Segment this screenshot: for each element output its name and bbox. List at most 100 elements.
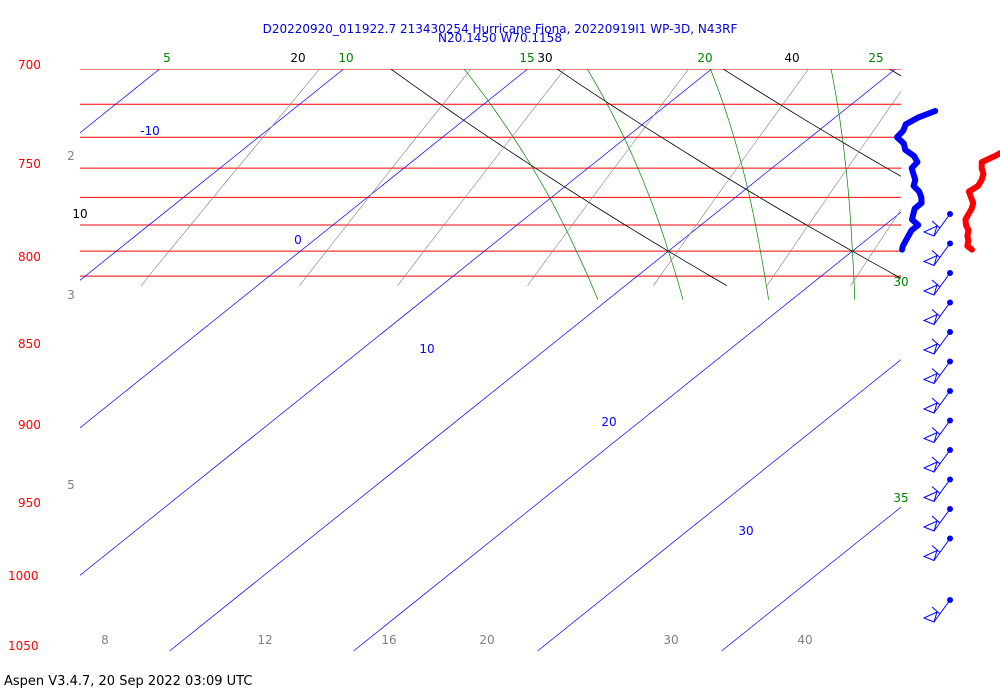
wind-barb (922, 388, 953, 414)
mixing-ratio-line (527, 69, 690, 286)
wind-barb-staff (933, 599, 951, 623)
bottom-temp-label-8: 8 (101, 633, 109, 647)
isotherm-label-30: 30 (738, 524, 753, 538)
pressure-label-900: 900 (18, 418, 41, 432)
chart-background-lines (80, 0, 1000, 651)
pressure-label-800: 800 (18, 250, 41, 264)
bottom-temp-label-40: 40 (797, 633, 812, 647)
pressure-label-1050: 1050 (8, 639, 39, 653)
wind-barb-feather (931, 486, 941, 494)
pressure-label-950: 950 (18, 496, 41, 510)
wind-barb-staff (933, 479, 951, 502)
moist-adiabat-label-35: 35 (893, 491, 908, 505)
wind-barb-pennant (922, 520, 938, 532)
isotherm-label-20: 20 (601, 415, 616, 429)
wind-barb (922, 597, 953, 623)
software-version-footer: Aspen V3.4.7, 20 Sep 2022 03:09 UTC (4, 674, 253, 689)
wind-barb (922, 270, 953, 296)
wind-barb-pennant (922, 611, 938, 623)
isotherm-line (80, 69, 528, 429)
bottom-temp-label-20: 20 (479, 633, 494, 647)
pressure-label-1000: 1000 (8, 569, 39, 583)
isotherm-label-10: 10 (419, 342, 434, 356)
moist-adiabat-label-15: 15 (519, 51, 534, 65)
isotherm-line (169, 69, 896, 651)
wind-barb-staff (933, 390, 951, 414)
wind-barb-pennant (922, 284, 938, 296)
isotherm-line (906, 69, 1000, 651)
wind-barb-feather (931, 397, 941, 406)
wind-barb-pennant (922, 372, 938, 385)
wind-barb-pennant (922, 402, 938, 414)
wind-barb-pennant (922, 343, 938, 355)
wind-barbs (922, 211, 953, 623)
wind-barb-pennant (922, 254, 938, 267)
wind-barb-staff (933, 420, 951, 443)
chart-labels: D20220920_011922.7 213430254 Hurricane F… (8, 22, 909, 653)
dewpoint-profile-line (894, 108, 939, 253)
moist-adiabat-label-30: 30 (893, 275, 908, 289)
mixing-ratio-line (397, 69, 566, 286)
wind-barb (922, 447, 953, 473)
pressure-label-700: 700 (18, 58, 41, 72)
wind-barb-feather (931, 279, 941, 288)
wind-barb-feather (931, 250, 941, 258)
wind-barb-feather (931, 338, 941, 347)
moist-adiabat-line (830, 69, 856, 300)
chart-title-line1: D20220920_011922.7 213430254 Hurricane F… (263, 22, 738, 36)
wind-barb-pennant (922, 225, 938, 237)
bottom-temp-label-16: 16 (381, 633, 396, 647)
dry-adiabat-label-10: 10 (72, 207, 87, 221)
wind-barb-feather (931, 427, 941, 435)
isotherm-line (80, 69, 712, 576)
mixing-ratio-line (140, 69, 321, 286)
mixing-ratio-line (766, 90, 901, 286)
moist-adiabat-label-25: 25 (868, 51, 883, 65)
mixing-ratio-line (299, 69, 472, 286)
wind-barb-feather (931, 220, 941, 229)
moist-adiabat-line (463, 69, 599, 300)
wind-barb-staff (933, 213, 951, 237)
wind-barb (922, 299, 953, 326)
moist-adiabat-label-5: 5 (163, 51, 171, 65)
mixing-ratio-line (850, 209, 901, 286)
moist-adiabat-line (942, 0, 949, 300)
isotherm-label-0: 0 (294, 233, 302, 247)
mixing-ratio-label-2: 2 (67, 149, 75, 163)
wind-barb-feather (931, 456, 941, 465)
bottom-temp-label-30: 30 (663, 633, 678, 647)
dry-adiabat-label-40: 40 (784, 51, 799, 65)
wind-barb (922, 476, 953, 503)
chart-title-line2: N20.1450 W70.1158 (438, 31, 562, 45)
wind-barb (922, 417, 953, 444)
moist-adiabat-label-10: 10 (338, 51, 353, 65)
wind-barb-staff (933, 449, 951, 473)
wind-barb-staff (933, 508, 951, 532)
wind-barb-feather (931, 368, 941, 376)
dry-adiabat-label-20: 20 (290, 51, 305, 65)
wind-barb-staff (933, 243, 951, 266)
wind-barb-pennant (922, 549, 938, 562)
pressure-label-850: 850 (18, 337, 41, 351)
wind-barb (922, 329, 953, 355)
wind-barb-staff (933, 361, 951, 384)
wind-barb-feather (931, 309, 941, 317)
isotherm-label-m10: -10 (140, 124, 160, 138)
mixing-ratio-label-5: 5 (67, 478, 75, 492)
wind-barb (922, 358, 953, 385)
wind-barb-pennant (922, 431, 938, 444)
dry-adiabat-label-30: 30 (537, 51, 552, 65)
wind-barb-staff (933, 538, 951, 561)
wind-barb (922, 506, 953, 532)
mixing-ratio-label-3: 3 (67, 288, 75, 302)
wind-barb-feather (931, 545, 941, 553)
wind-barb-feather (931, 515, 941, 524)
isotherm-line (80, 69, 344, 281)
isotherm-line (353, 211, 901, 651)
sounding-profiles (894, 108, 1000, 253)
temperature-profile-line (962, 149, 1000, 253)
moist-adiabat-line (710, 69, 769, 300)
wind-barb (922, 240, 953, 267)
wind-barb-staff (933, 272, 951, 296)
mixing-ratio-line (653, 69, 809, 286)
